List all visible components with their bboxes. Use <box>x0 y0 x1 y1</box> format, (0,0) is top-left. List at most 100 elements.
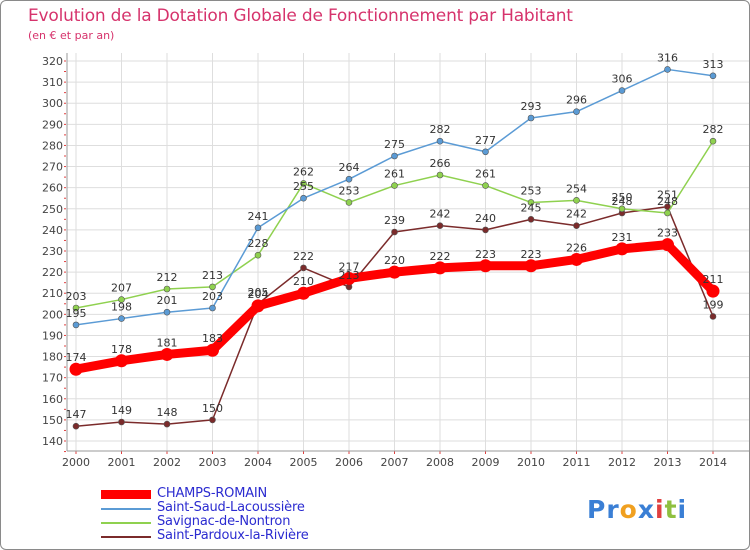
data-point <box>345 199 353 206</box>
data-point <box>209 304 216 312</box>
data-label: 255 <box>293 180 314 193</box>
x-tick-label: 2003 <box>199 456 227 469</box>
data-label: 228 <box>248 237 269 250</box>
logo-part: x <box>637 495 655 524</box>
data-point <box>709 313 717 320</box>
data-label: 231 <box>612 231 633 244</box>
proxiti-logo: Proxiti <box>587 495 687 524</box>
x-tick-label: 2004 <box>244 456 272 469</box>
data-label: 233 <box>657 227 678 240</box>
data-point <box>300 264 307 272</box>
data-point <box>297 286 310 300</box>
x-tick-label: 2002 <box>153 456 181 469</box>
data-point <box>72 321 80 329</box>
data-label: 220 <box>384 254 405 267</box>
legend-swatch <box>101 490 151 499</box>
data-label: 282 <box>430 123 451 136</box>
data-label: 212 <box>157 271 178 284</box>
data-label: 261 <box>384 168 405 181</box>
y-tick-label: 300 <box>42 97 63 110</box>
x-tick-label: 2001 <box>108 456 136 469</box>
y-tick-label: 160 <box>42 393 63 406</box>
data-label: 222 <box>293 250 314 263</box>
data-point <box>345 175 353 183</box>
data-label: 150 <box>202 402 223 415</box>
data-label: 207 <box>111 282 132 295</box>
logo-part: i <box>677 495 688 524</box>
data-point <box>527 199 535 206</box>
data-label: 198 <box>111 301 132 314</box>
data-label: 261 <box>475 168 496 181</box>
data-point <box>69 362 83 376</box>
data-point <box>118 315 125 322</box>
data-point <box>72 304 80 312</box>
data-point <box>482 148 489 156</box>
data-point <box>479 259 492 273</box>
data-label: 222 <box>430 250 451 263</box>
data-label: 174 <box>66 351 87 364</box>
data-label: 210 <box>293 275 314 288</box>
series-lines <box>69 66 720 430</box>
data-label: 148 <box>157 406 178 419</box>
data-label: 178 <box>111 343 132 356</box>
data-label: 226 <box>566 241 587 254</box>
data-point <box>664 66 671 73</box>
data-point <box>527 114 535 122</box>
data-point <box>388 265 401 279</box>
y-tick-label: 230 <box>42 245 63 258</box>
chart-subtitle: (en € et par an) <box>28 29 115 42</box>
legend-label: Saint-Saud-Lacoussière <box>157 500 305 515</box>
data-label: 264 <box>339 161 360 174</box>
data-label: 316 <box>657 51 678 64</box>
data-point <box>618 205 626 213</box>
legend-label: Saint-Pardoux-la-Rivière <box>157 528 309 543</box>
data-label: 203 <box>202 290 223 303</box>
data-point <box>163 285 171 293</box>
data-point <box>709 72 717 80</box>
data-point <box>436 222 444 229</box>
data-point <box>300 194 307 202</box>
legend-label: CHAMPS-ROMAIN <box>157 486 268 501</box>
data-point <box>115 354 128 368</box>
data-point <box>573 197 580 204</box>
y-tick-label: 290 <box>42 118 63 131</box>
logo-part: o <box>619 495 638 524</box>
y-tick-label: 280 <box>42 139 63 152</box>
legend-swatch <box>101 536 151 538</box>
x-tick-label: 2008 <box>426 456 454 469</box>
data-label: 201 <box>157 294 178 307</box>
y-tick-label: 220 <box>42 266 63 279</box>
data-label: 199 <box>703 298 724 311</box>
data-label: 296 <box>566 94 587 107</box>
data-label: 262 <box>293 165 314 178</box>
data-label: 217 <box>339 260 360 273</box>
data-point <box>209 283 216 291</box>
data-label: 223 <box>475 248 496 261</box>
data-label: 211 <box>703 273 724 286</box>
legend-swatch <box>101 522 151 524</box>
data-label: 242 <box>430 208 451 221</box>
x-tick-label: 2000 <box>62 456 90 469</box>
data-point <box>206 343 219 357</box>
data-label: 245 <box>521 201 542 214</box>
data-labels: 174 178 181 183 204 210 217 220 222 223 223 226 231 2… <box>66 51 724 421</box>
data-label: 204 <box>248 288 269 301</box>
data-point <box>72 422 80 430</box>
data-label: 275 <box>384 138 405 151</box>
y-tick-label: 250 <box>42 203 63 216</box>
data-point <box>527 216 535 223</box>
data-label: 241 <box>248 210 269 223</box>
y-tick-label: 240 <box>42 224 63 237</box>
data-point <box>706 284 720 298</box>
data-point <box>254 251 262 259</box>
y-tick-label: 180 <box>42 351 63 364</box>
data-point <box>433 261 447 275</box>
axes: 140 150 160 170 180 190 200 210 220 230 240 250 260 2… <box>42 53 749 469</box>
logo-part: Pr <box>587 495 620 524</box>
data-label: 213 <box>339 269 360 282</box>
data-label: 242 <box>566 208 587 221</box>
y-tick-label: 270 <box>42 161 63 174</box>
data-point <box>391 182 398 189</box>
